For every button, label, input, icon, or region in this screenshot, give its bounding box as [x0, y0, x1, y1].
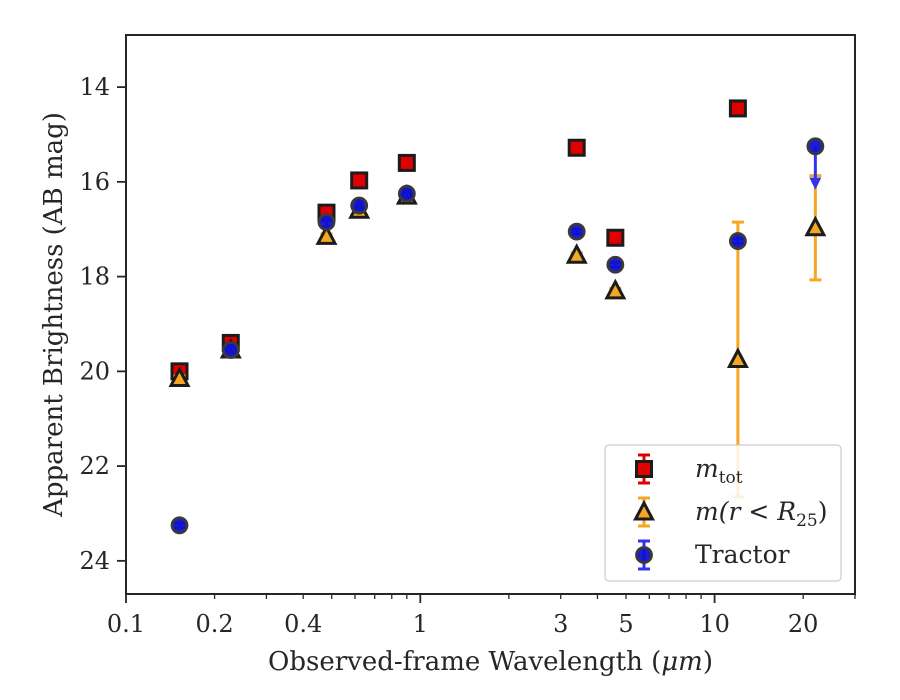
data-point-m-tot	[397, 153, 416, 172]
data-point-tractor	[221, 341, 240, 359]
series-m-tot	[170, 99, 747, 381]
plot-area	[168, 99, 827, 535]
data-point-m-r-lt-r25	[804, 215, 827, 237]
legend-marker	[635, 460, 653, 478]
y-tick-label: 24	[79, 547, 110, 575]
data-point-tractor	[350, 196, 369, 215]
data-point-m-r-lt-r25	[565, 243, 588, 264]
legend-item-tractor: Tractor	[635, 539, 790, 571]
data-point-tractor	[170, 516, 189, 535]
x-tick-label: 1	[413, 610, 428, 638]
data-point-tractor	[567, 222, 586, 241]
legend-marker	[633, 499, 655, 521]
legend-symbol: m	[695, 454, 719, 483]
y-axis: 14 16 18 20 22 24	[79, 73, 126, 575]
y-tick-label: 14	[79, 73, 110, 101]
data-point-m-r-lt-r25	[604, 278, 627, 300]
data-point-tractor	[317, 213, 336, 232]
data-point-m-r-lt-r25	[726, 347, 749, 369]
x-tick-label: 5	[618, 610, 633, 638]
x-tick-label: 0.2	[196, 610, 234, 638]
legend-text: Tractor	[695, 540, 790, 569]
legend-item-m-tot: mtot	[635, 453, 743, 488]
data-point-m-tot	[350, 171, 369, 190]
x-tick-label: 3	[553, 610, 568, 638]
legend-marker	[635, 546, 653, 564]
x-axis-label: Observed-frame Wavelength (μm)	[268, 647, 713, 677]
data-point-m-r-lt-r25	[315, 224, 338, 245]
series-tractor	[170, 137, 825, 535]
data-point-tractor	[397, 184, 416, 203]
legend-close: )	[818, 497, 828, 526]
y-tick-label: 20	[79, 357, 110, 385]
data-point-tractor	[728, 232, 747, 250]
legend-condition: (r < R	[719, 497, 796, 526]
plot-frame	[125, 34, 856, 595]
legend-subscript: 25	[796, 511, 818, 531]
data-point-tractor	[606, 255, 625, 274]
legend-symbol: m	[695, 497, 719, 526]
data-point-m-r-lt-r25	[168, 366, 191, 387]
legend-label: m(r < R25)	[695, 497, 828, 531]
data-point-m-tot	[728, 99, 747, 118]
data-point-m-tot	[606, 228, 625, 247]
legend-label: mtot	[695, 454, 743, 488]
x-axis-label-suffix: )	[703, 647, 713, 677]
legend-frame	[604, 444, 842, 582]
x-axis-label-unit: μm	[661, 647, 703, 677]
legend-item-m-r-lt-r25: m(r < R25)	[633, 496, 828, 531]
y-tick-label: 22	[79, 452, 110, 480]
x-axis: 0.1 0.2 0.4 1 3 5 10 20	[107, 594, 856, 638]
legend-label: Tractor	[695, 540, 790, 569]
x-tick-label: 20	[788, 610, 819, 638]
x-axis-label-prefix: Observed-frame Wavelength (	[268, 647, 661, 677]
y-tick-label: 18	[79, 263, 110, 291]
data-point-m-tot	[567, 138, 586, 157]
y-tick-label: 16	[79, 168, 110, 196]
y-axis-label: Apparent Brightness (AB mag)	[39, 112, 69, 518]
x-tick-label: 0.1	[107, 610, 145, 638]
legend-subscript: tot	[719, 468, 743, 488]
x-tick-label: 0.4	[284, 610, 322, 638]
data-point-tractor	[806, 137, 825, 156]
x-tick-label: 10	[699, 610, 730, 638]
